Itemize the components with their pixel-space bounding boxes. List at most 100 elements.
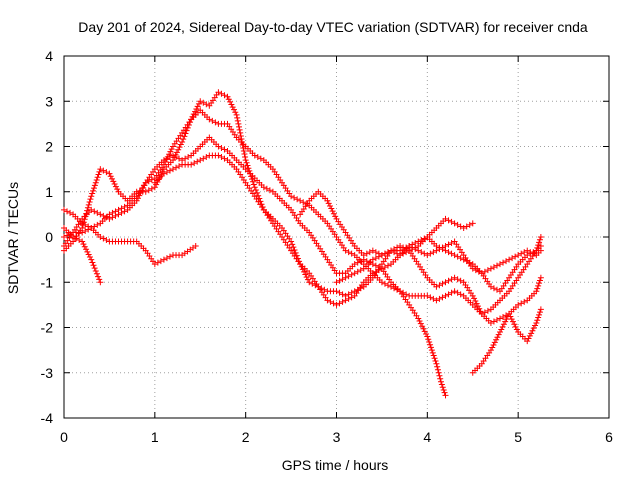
data-point [106, 215, 113, 222]
data-point [502, 318, 509, 325]
data-point [100, 212, 107, 219]
data-point [136, 192, 143, 199]
x-tick-label: 1 [151, 429, 159, 445]
data-point [94, 209, 101, 216]
data-point [457, 291, 464, 298]
data-point [424, 333, 431, 340]
data-point [192, 108, 199, 115]
data-point [487, 347, 494, 354]
data-point [400, 250, 407, 257]
data-point [431, 355, 438, 362]
data-point [141, 182, 148, 189]
data-point [182, 155, 189, 162]
data-point [439, 244, 446, 251]
data-point [90, 185, 97, 192]
series-trace-4 [61, 107, 544, 317]
y-tick-label: 4 [45, 48, 53, 64]
data-point [168, 146, 175, 153]
data-point [109, 214, 116, 221]
data-point [197, 157, 204, 164]
series-trace-9 [469, 274, 544, 376]
data-point [203, 154, 210, 161]
data-point [397, 252, 404, 259]
data-point [109, 175, 116, 182]
data-point [250, 181, 257, 188]
data-point [409, 246, 416, 253]
data-point [378, 279, 385, 286]
data-point [240, 148, 247, 155]
data-point [372, 268, 379, 275]
data-point [419, 323, 426, 330]
data-point [137, 190, 144, 197]
data-point [142, 188, 149, 195]
data-point [530, 250, 537, 257]
data-point [436, 246, 443, 253]
data-point [375, 267, 382, 274]
data-point [421, 328, 428, 335]
data-point [339, 276, 346, 283]
data-point [163, 155, 170, 162]
data-point [454, 276, 461, 283]
data-point [537, 234, 544, 240]
data-point [537, 274, 544, 281]
data-point [252, 187, 259, 194]
data-point [384, 262, 391, 269]
data-point [203, 101, 210, 108]
data-point [500, 259, 507, 266]
series-trace-2 [61, 206, 199, 268]
data-point [537, 247, 544, 254]
data-point [469, 220, 476, 227]
data-point [291, 194, 298, 201]
data-point [511, 321, 518, 328]
data-point [237, 129, 244, 136]
data-point [215, 89, 222, 96]
data-point [536, 239, 543, 246]
data-point [451, 274, 458, 281]
data-point [493, 262, 500, 269]
data-point [427, 341, 434, 348]
data-point [91, 182, 98, 189]
data-point [94, 221, 101, 228]
data-point [301, 268, 308, 275]
data-point [487, 283, 494, 290]
data-point [188, 161, 195, 168]
data-point [428, 347, 435, 354]
data-point [83, 246, 90, 253]
data-point [103, 169, 110, 176]
y-tick-label: -3 [41, 365, 54, 381]
data-point [215, 143, 222, 150]
data-point [166, 151, 173, 158]
data-point [176, 144, 183, 151]
data-point [432, 357, 439, 364]
data-point [425, 336, 432, 343]
data-point [534, 285, 541, 292]
data-point [497, 261, 503, 268]
data-point [134, 195, 141, 202]
data-point [384, 282, 391, 289]
data-point [97, 234, 104, 240]
data-point [348, 294, 355, 301]
data-point [243, 159, 250, 166]
data-point [497, 315, 503, 322]
data-point [333, 288, 340, 295]
data-point [230, 106, 237, 113]
data-point [433, 297, 440, 304]
data-point [433, 283, 440, 290]
data-point [90, 262, 97, 269]
data-point [218, 90, 225, 97]
data-point [436, 282, 443, 289]
data-point [487, 265, 494, 272]
data-point [454, 221, 461, 228]
data-point [339, 291, 346, 298]
data-point [429, 349, 436, 356]
data-point [224, 93, 231, 100]
data-point [345, 273, 352, 280]
data-point [530, 325, 537, 332]
data-point [508, 316, 515, 323]
series-trace-3 [61, 224, 104, 286]
data-point [115, 211, 122, 218]
data-point [84, 204, 91, 211]
data-point [445, 217, 452, 224]
data-point [533, 319, 540, 326]
data-point [67, 209, 74, 216]
